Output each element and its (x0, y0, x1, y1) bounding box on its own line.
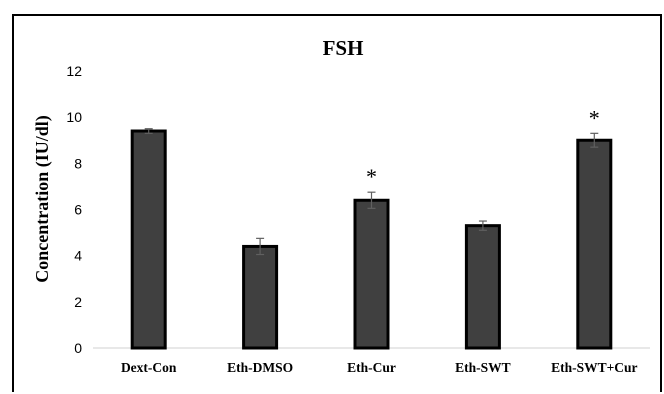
y-tick-label: 2 (74, 294, 82, 310)
y-tick-label: 4 (74, 248, 82, 264)
error-bar (256, 237, 265, 256)
x-tick-labels: Dext-Con Eth-DMSO Eth-Cur Eth-SWT Eth-SWT+Cu… (121, 360, 638, 375)
y-tick-label: 6 (74, 202, 82, 218)
x-tick-label: Eth-Cur (347, 360, 396, 375)
bar (353, 198, 390, 350)
y-axis-label: Concentration (IU/dl) (32, 115, 53, 283)
bar (576, 138, 613, 350)
significance-star: * (589, 105, 600, 130)
x-tick-label: Dext-Con (121, 360, 177, 375)
bar (242, 244, 279, 350)
error-bar (590, 132, 599, 148)
y-tick-label: 8 (74, 155, 82, 171)
bar (464, 224, 501, 350)
chart-title: FSH (323, 36, 364, 60)
error-bar (367, 191, 376, 209)
bar-series (130, 129, 613, 350)
x-tick-label: Eth-SWT+Cur (551, 360, 637, 375)
error-bar (478, 220, 487, 231)
y-tick-label: 10 (66, 109, 82, 125)
x-tick-label: Eth-SWT (455, 360, 511, 375)
significance-markers: ** (366, 105, 600, 189)
bar (130, 129, 167, 350)
x-tick-label: Eth-DMSO (227, 360, 293, 375)
y-tick-label: 0 (74, 340, 82, 356)
chart-frame (12, 14, 662, 392)
error-bars (144, 128, 599, 256)
significance-star: * (366, 164, 377, 189)
y-tick-label: 12 (66, 63, 82, 79)
error-bar (144, 128, 153, 134)
y-tick-labels: 0 2 4 6 8 10 12 (66, 63, 82, 356)
